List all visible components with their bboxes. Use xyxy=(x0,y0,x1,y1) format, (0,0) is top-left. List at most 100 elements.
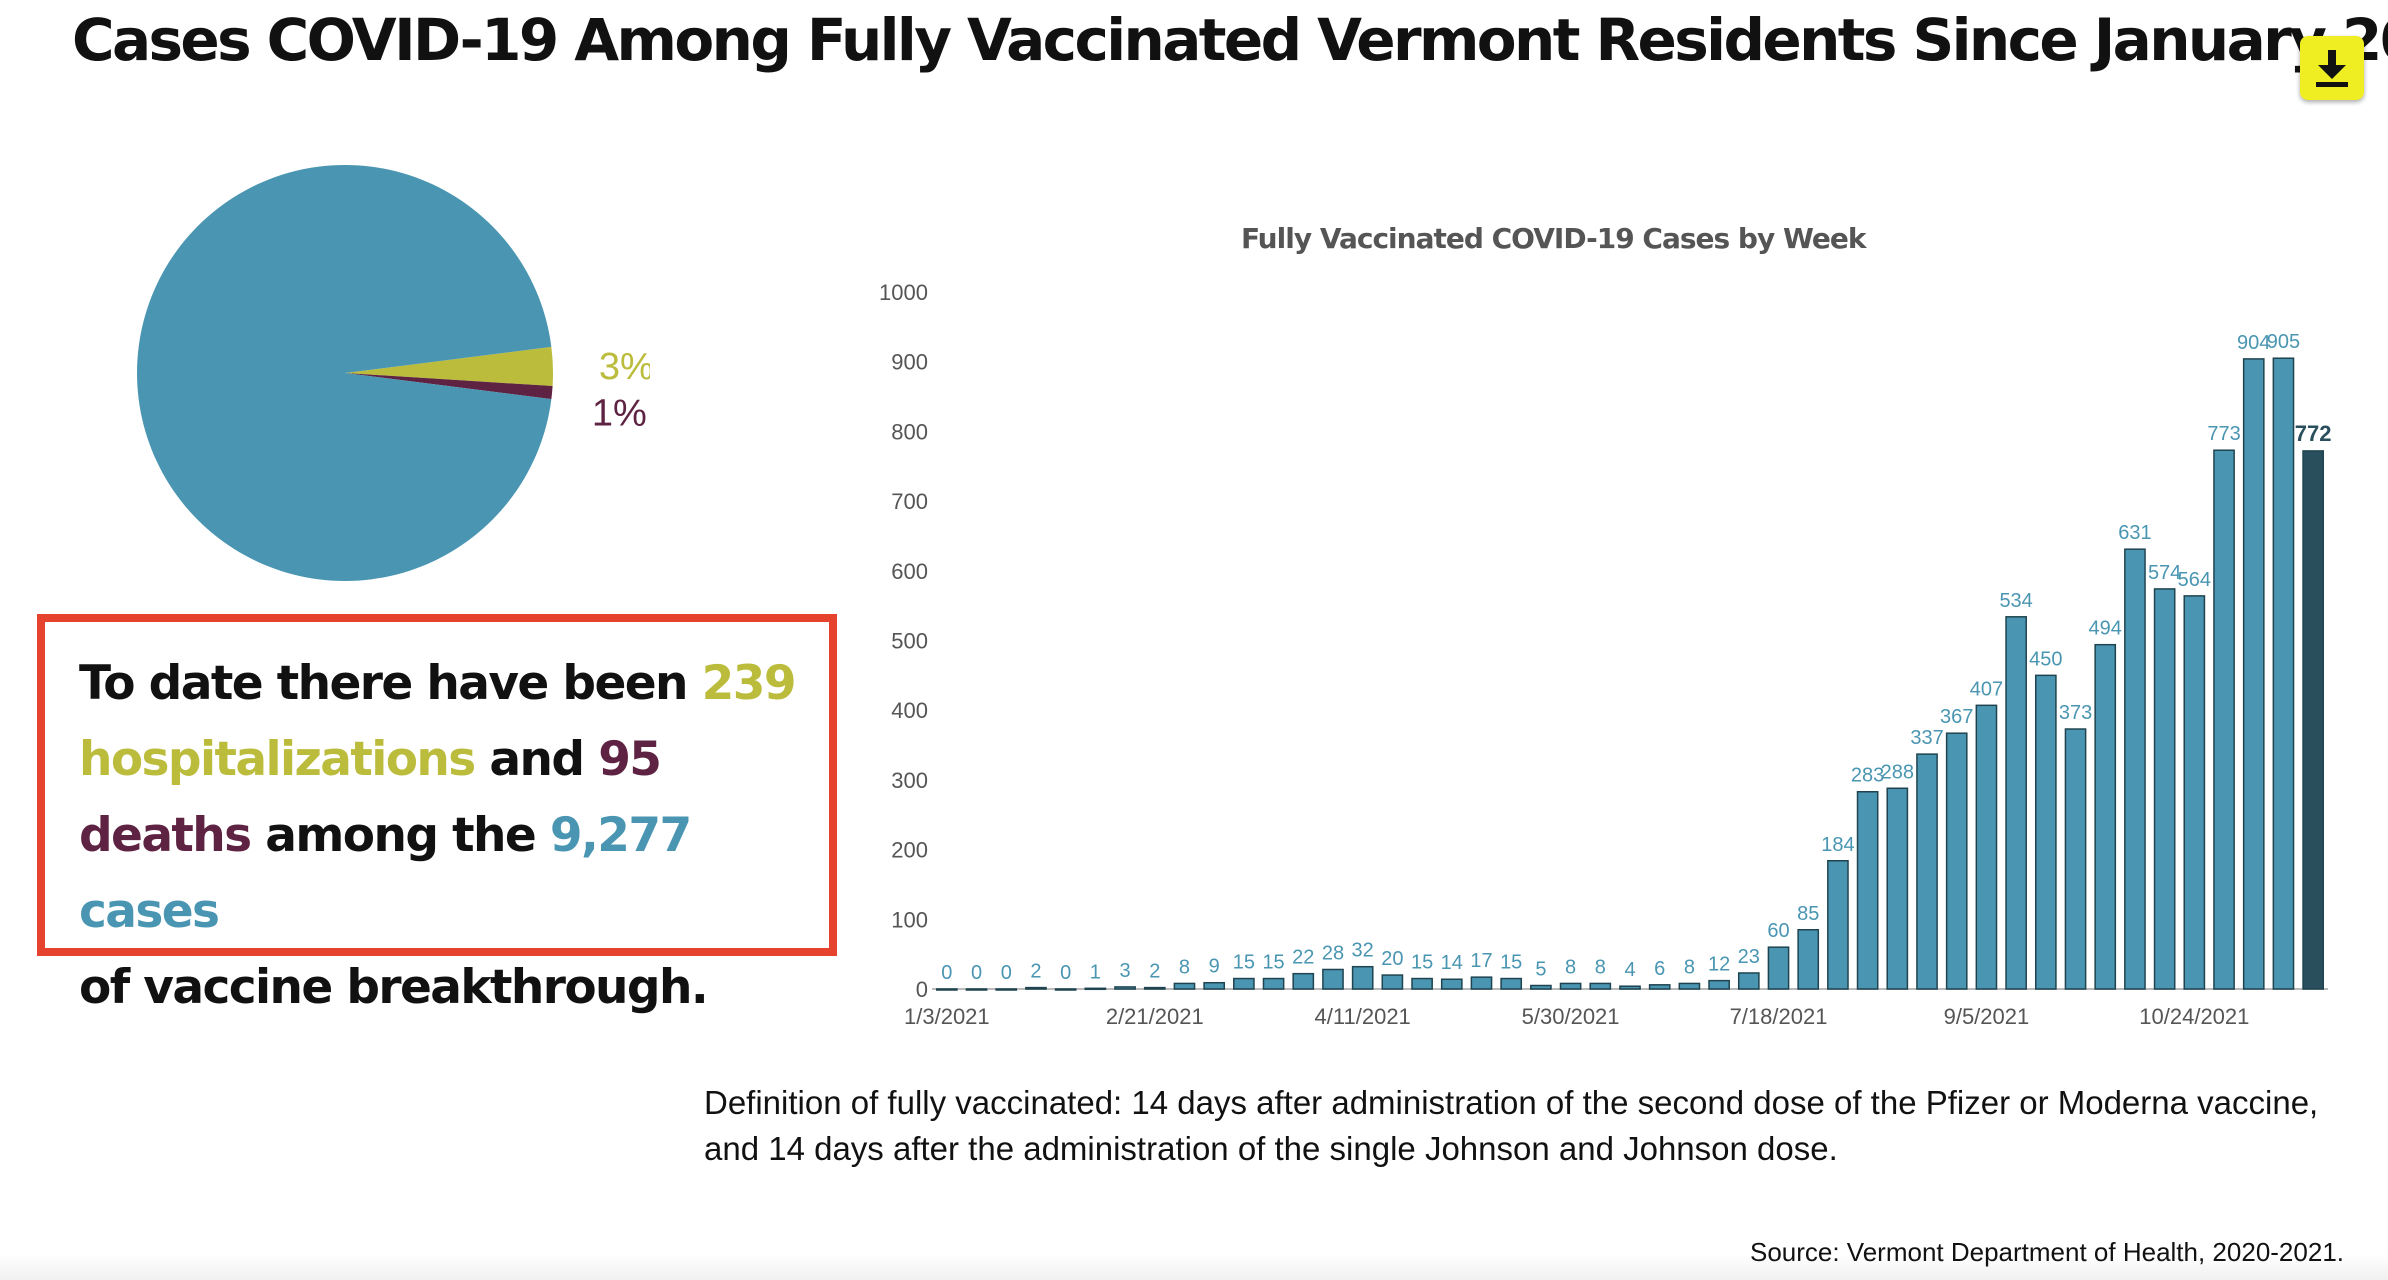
bar-2/14/2021 xyxy=(1114,986,1136,990)
bar-7/25/2021 xyxy=(1797,929,1820,990)
bar-3/28/2021 xyxy=(1292,972,1315,990)
bar-value-label: 6 xyxy=(1654,958,1665,980)
bar-value-label: 3 xyxy=(1120,960,1131,982)
bar-value-label: 2 xyxy=(1030,961,1041,983)
pie-slice-deaths xyxy=(345,373,553,400)
callout-part-3: among the xyxy=(250,808,550,863)
bar-4/18/2021 xyxy=(1381,974,1404,990)
bar-6/27/2021 xyxy=(1678,982,1701,990)
bar-value-label: 373 xyxy=(2059,702,2092,724)
bar-6/20/2021 xyxy=(1648,984,1671,990)
callout-text: To date there have been 239 hospitalizat… xyxy=(79,646,829,1026)
bar-10/3/2021 xyxy=(2094,643,2117,990)
bar-value-label: 28 xyxy=(1322,942,1344,964)
x-tick-label: 5/30/2021 xyxy=(1522,1004,1620,1029)
bar-3/7/2021 xyxy=(1203,981,1226,990)
bar-5/2/2021 xyxy=(1440,978,1463,990)
bar-9/26/2021 xyxy=(2064,728,2087,990)
x-tick-label: 4/11/2021 xyxy=(1315,1004,1411,1029)
x-tick-label: 2/21/2021 xyxy=(1106,1004,1204,1029)
bar-value-label: 0 xyxy=(941,962,952,984)
bar-8/29/2021 xyxy=(1945,732,1968,990)
bar-1/3/2021 xyxy=(936,988,958,991)
bar-value-label: 85 xyxy=(1797,903,1819,925)
bar-3/14/2021 xyxy=(1233,977,1255,990)
hospitalizations-word: hospitalizations xyxy=(79,732,476,787)
bar-8/15/2021 xyxy=(1886,787,1909,990)
bar-10/24/2021 xyxy=(2183,595,2206,990)
bar-value-label: 2 xyxy=(1149,961,1160,983)
bar-value-label: 772 xyxy=(2295,421,2332,446)
bar-2/7/2021 xyxy=(1084,987,1107,991)
bar-6/6/2021 xyxy=(1589,982,1612,990)
bar-5/23/2021 xyxy=(1530,984,1552,990)
bar-10/17/2021 xyxy=(2153,588,2176,990)
bar-1/10/2021 xyxy=(965,988,988,991)
bar-9/12/2021 xyxy=(2005,616,2027,990)
bar-7/18/2021 xyxy=(1767,946,1790,990)
bar-5/9/2021 xyxy=(1470,976,1493,990)
y-tick-label: 600 xyxy=(891,559,928,584)
bar-value-label: 15 xyxy=(1262,952,1284,974)
bar-value-label: 904 xyxy=(2237,332,2270,354)
y-tick-label: 0 xyxy=(916,977,928,1002)
bar-10/31/2021 xyxy=(2213,449,2235,990)
download-icon xyxy=(2316,50,2348,87)
bar-value-label: 23 xyxy=(1738,946,1760,968)
y-tick-label: 500 xyxy=(891,629,928,654)
bar-11/21/2021 xyxy=(2302,450,2324,990)
x-tick-label: 1/3/2021 xyxy=(904,1004,990,1029)
y-tick-label: 300 xyxy=(891,768,928,793)
source-note: Source: Vermont Department of Health, 20… xyxy=(1749,1237,2344,1267)
pie-slice-cases xyxy=(137,165,552,582)
bar-value-label: 337 xyxy=(1910,727,1943,749)
x-tick-label: 9/5/2021 xyxy=(1944,1004,2030,1029)
bar-value-label: 9 xyxy=(1209,956,1220,978)
page-title: Cases COVID-19 Among Fully Vaccinated Ve… xyxy=(72,6,2388,74)
y-tick-label: 700 xyxy=(891,489,928,514)
bar-value-label: 15 xyxy=(1500,952,1522,974)
bar-value-label: 8 xyxy=(1595,956,1606,978)
bar-5/30/2021 xyxy=(1559,982,1582,990)
bar-value-label: 32 xyxy=(1352,940,1374,962)
y-tick-label: 900 xyxy=(891,350,928,375)
y-tick-label: 1000 xyxy=(879,280,928,305)
pie-label-hospitalizations: 3% xyxy=(599,346,650,388)
bar-value-label: 17 xyxy=(1470,950,1492,972)
bar-value-label: 8 xyxy=(1565,956,1576,978)
bar-11/14/2021 xyxy=(2272,357,2295,990)
y-tick-label: 200 xyxy=(891,838,928,863)
summary-callout: To date there have been 239 hospitalizat… xyxy=(37,614,837,1015)
bar-2/21/2021 xyxy=(1143,986,1166,990)
bar-value-label: 534 xyxy=(1999,590,2032,612)
bar-3/21/2021 xyxy=(1262,977,1285,990)
bar-value-label: 8 xyxy=(1179,956,1190,978)
callout-part-4: of vaccine breakthrough. xyxy=(79,960,709,1015)
bar-value-label: 0 xyxy=(1060,962,1071,984)
bar-7/4/2021 xyxy=(1708,979,1730,990)
bar-9/19/2021 xyxy=(2034,674,2057,990)
bar-value-label: 450 xyxy=(2029,648,2062,670)
bar-value-label: 14 xyxy=(1441,952,1463,974)
pie-slice-hospitalizations xyxy=(345,346,553,387)
bar-value-label: 22 xyxy=(1292,947,1314,969)
bar-value-label: 1 xyxy=(1090,961,1101,983)
bar-chart-title: Fully Vaccinated COVID-19 Cases by Week xyxy=(1241,222,1868,255)
bar-8/8/2021 xyxy=(1856,790,1879,990)
bar-value-label: 288 xyxy=(1881,761,1914,783)
bar-1/17/2021 xyxy=(995,988,1018,991)
y-tick-label: 100 xyxy=(891,907,928,932)
bar-8/22/2021 xyxy=(1916,753,1938,990)
definition-note: Definition of fully vaccinated: 14 days … xyxy=(704,1084,2319,1167)
hospitalizations-number: 239 xyxy=(701,656,797,711)
bar-value-label: 5 xyxy=(1535,959,1546,981)
bar-value-label: 60 xyxy=(1767,920,1789,942)
download-button[interactable] xyxy=(2300,36,2364,100)
bar-value-label: 773 xyxy=(2207,423,2240,445)
bar-4/11/2021 xyxy=(1351,965,1374,990)
bar-value-label: 283 xyxy=(1851,765,1884,787)
deaths-word: deaths xyxy=(79,808,252,863)
bar-11/7/2021 xyxy=(2242,358,2265,990)
y-tick-label: 400 xyxy=(891,698,928,723)
bar-value-label: 20 xyxy=(1381,948,1403,970)
